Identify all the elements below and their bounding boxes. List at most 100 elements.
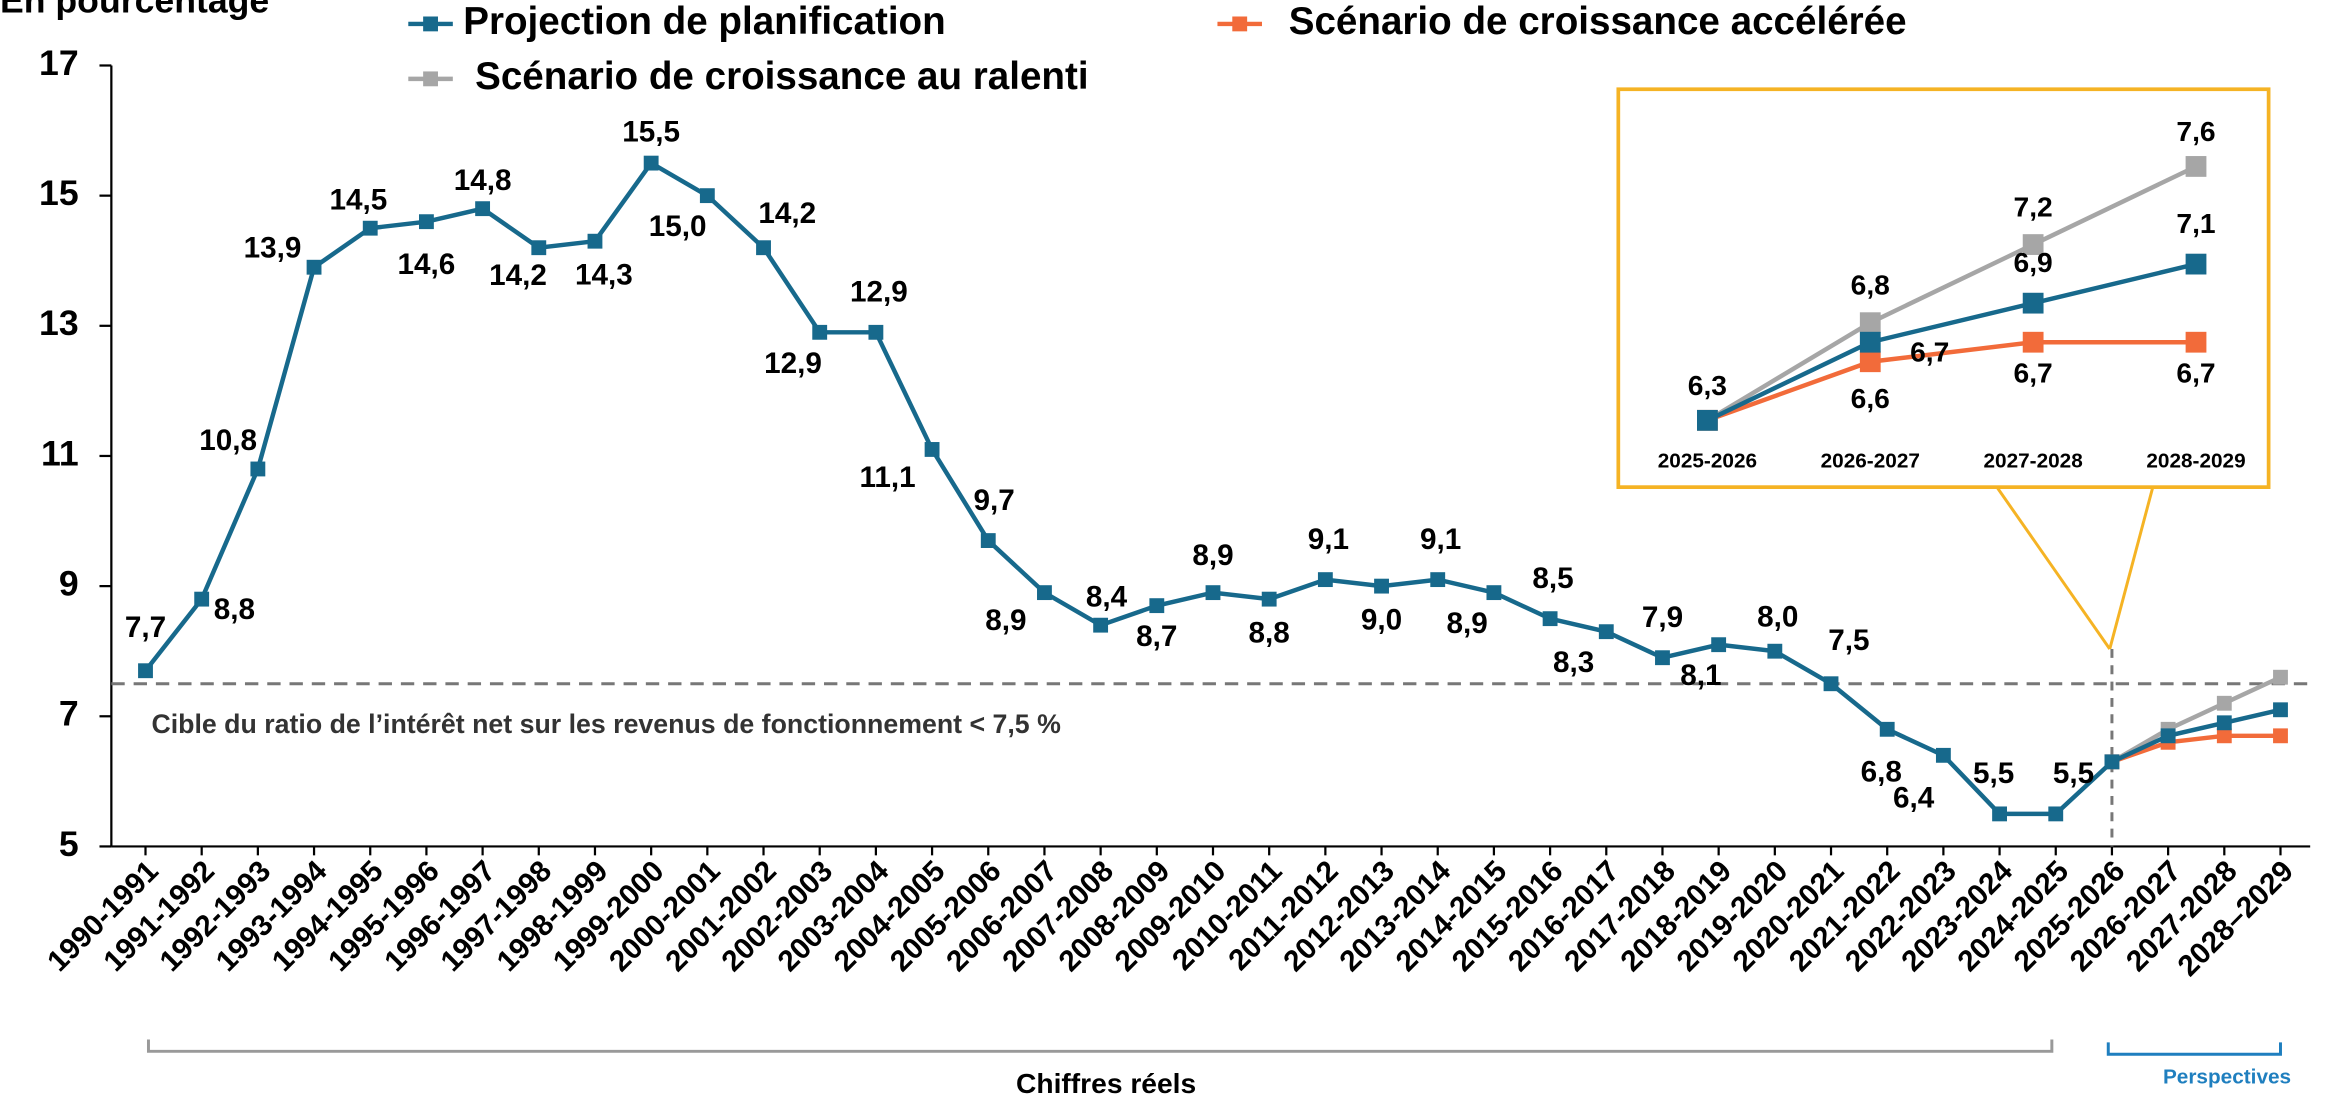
point xyxy=(362,220,378,236)
data-label: 8,4 xyxy=(1086,580,1128,613)
data-label: 9,0 xyxy=(1361,604,1402,637)
data-label: 7,7 xyxy=(125,611,166,644)
point xyxy=(1697,409,1718,431)
series-line xyxy=(1706,164,2197,423)
y-tick-label: 9 xyxy=(59,564,79,604)
point xyxy=(980,533,996,548)
legend-label: Scénario de croissance accélérée xyxy=(1289,0,1907,43)
y-tick-label: 17 xyxy=(39,43,79,83)
point xyxy=(1430,572,1446,588)
y-tick-label: 11 xyxy=(41,433,79,473)
point xyxy=(1767,643,1783,659)
data-label: 10,8 xyxy=(199,424,257,457)
point xyxy=(1486,585,1502,601)
inset-data-label: 7,1 xyxy=(2176,207,2215,239)
point xyxy=(1879,721,1895,737)
legend-marker xyxy=(423,71,438,87)
data-label: 5,5 xyxy=(1973,757,2014,790)
data-label: 12,9 xyxy=(850,276,908,309)
point xyxy=(2185,331,2207,353)
point xyxy=(1037,585,1052,601)
data-label: 8,7 xyxy=(1136,620,1177,653)
point xyxy=(1374,578,1389,594)
point xyxy=(194,591,210,607)
inset-data-label: 6,6 xyxy=(1851,382,1890,414)
point xyxy=(2022,292,2044,314)
point xyxy=(2160,728,2176,744)
inset-x-label: 2025-2026 xyxy=(1658,449,1757,472)
point xyxy=(868,324,884,340)
data-label: 15,0 xyxy=(649,210,707,243)
data-label: 8,8 xyxy=(214,593,255,626)
y-axis-label: En pourcentage xyxy=(0,0,269,21)
point xyxy=(475,201,491,217)
point xyxy=(924,442,940,457)
outlook-bracket xyxy=(2106,1042,2282,1056)
target-label: Cible du ratio de l’intérêt net sur les … xyxy=(151,709,1061,739)
legend-marker xyxy=(423,16,438,32)
data-label: 9,1 xyxy=(1420,523,1461,556)
point xyxy=(643,155,659,171)
point xyxy=(2022,331,2044,353)
data-label: 14,2 xyxy=(489,259,547,292)
inset-data-label: 7,6 xyxy=(2176,115,2215,147)
series-line xyxy=(1706,339,2197,423)
inset-connector xyxy=(1995,486,2111,650)
point xyxy=(2273,669,2288,685)
point xyxy=(1859,351,1881,373)
actual-bracket xyxy=(146,1039,2054,1053)
data-label: 14,6 xyxy=(398,248,456,281)
point xyxy=(1598,624,1614,640)
data-label: 8,5 xyxy=(1532,562,1573,595)
point xyxy=(1149,598,1165,614)
inset-data-label: 6,7 xyxy=(2176,356,2215,388)
point xyxy=(1859,312,1881,334)
point xyxy=(1317,572,1333,588)
legend-label: Projection de planification xyxy=(463,0,945,43)
data-label: 14,3 xyxy=(575,259,633,292)
point xyxy=(2104,754,2120,770)
data-label: 14,5 xyxy=(329,183,387,216)
point xyxy=(2185,253,2207,275)
point xyxy=(699,188,715,204)
data-label: 6,4 xyxy=(1893,782,1935,815)
point xyxy=(306,259,322,275)
data-label: 8,3 xyxy=(1553,646,1594,679)
inset-data-label: 6,8 xyxy=(1851,269,1890,301)
inset-data-label: 6,7 xyxy=(2014,356,2053,388)
inset-connector xyxy=(2108,486,2155,650)
data-label: 5,5 xyxy=(2053,757,2094,790)
point xyxy=(1655,650,1670,666)
data-label: 8,8 xyxy=(1249,617,1290,650)
data-label: 8,9 xyxy=(1447,607,1488,640)
point xyxy=(1935,747,1951,763)
point xyxy=(1093,617,1109,633)
data-label: 9,1 xyxy=(1308,523,1349,556)
point xyxy=(587,233,603,249)
data-label: 7,9 xyxy=(1642,601,1683,634)
inset-data-label: 7,2 xyxy=(2014,190,2053,222)
y-tick-label: 5 xyxy=(59,824,79,864)
y-tick-label: 15 xyxy=(39,173,79,213)
data-label: 13,9 xyxy=(244,231,302,264)
inset-data-label: 6,9 xyxy=(2014,246,2053,278)
point xyxy=(2185,156,2207,177)
point xyxy=(2216,728,2232,744)
point xyxy=(812,324,828,340)
point xyxy=(138,663,153,679)
legend-marker xyxy=(1232,16,1248,32)
point xyxy=(2273,728,2288,744)
outlook-label: Perspectives xyxy=(2163,1066,2291,1089)
point xyxy=(2022,234,2044,255)
series-line xyxy=(1706,261,2197,423)
legend-label: Scénario de croissance au ralenti xyxy=(475,55,1089,98)
data-label: 9,7 xyxy=(974,484,1015,517)
data-label: 12,9 xyxy=(764,347,822,380)
point xyxy=(2216,695,2232,711)
inset-x-label: 2026-2027 xyxy=(1821,449,1920,472)
data-label: 11,1 xyxy=(859,461,915,494)
y-tick-label: 7 xyxy=(59,694,79,734)
data-label: 14,8 xyxy=(454,164,512,197)
data-label: 7,5 xyxy=(1828,624,1869,657)
inset-x-label: 2028-2029 xyxy=(2146,449,2245,472)
